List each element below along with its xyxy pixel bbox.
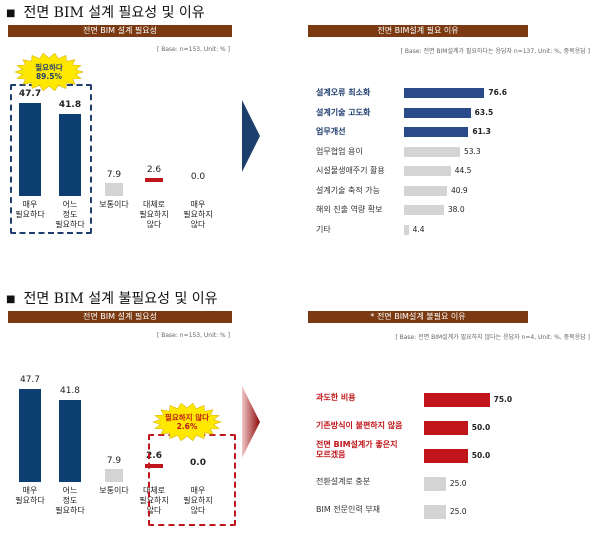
bullet-icon: ■: [6, 293, 16, 305]
vbar-category-label: 매우 필요하다: [15, 486, 45, 505]
hbar-1: [404, 107, 471, 118]
right-base-note: [ Base: 전면 BIM설계가 필요하다는 응답자 n=137, Unit:…: [400, 48, 590, 55]
hbar-value-label: 63.5: [474, 107, 494, 117]
hbar-category-label: 기타: [316, 224, 331, 234]
vbar-category-label: 매우 필요하지 않다: [183, 486, 213, 515]
hbar-category-label: 과도한 비용: [316, 393, 356, 402]
vbar-value-label: 0.0: [190, 458, 206, 468]
hbar-value-label: 4.4: [412, 224, 425, 234]
hbar-3: [424, 477, 446, 491]
hbar-4: [424, 505, 446, 519]
vbar-2: [105, 469, 123, 482]
hbar-value-label: 38.0: [447, 205, 465, 214]
vbar-value-label: 2.6: [146, 165, 162, 175]
hbar-value-label: 53.3: [463, 146, 481, 156]
hbar-2: [424, 449, 468, 463]
hbar-category-label: 전환설계로 충분: [316, 477, 371, 486]
right-base-note: [ Base: 전면 BIM설계가 필요하지 않다는 응답자 n=4, Unit…: [395, 334, 590, 341]
hbar-value-label: 75.0: [493, 395, 513, 404]
highlight-dashed-box: [148, 434, 236, 526]
section-title: ■ 전면 BIM 설계 불필요성 및 이유: [6, 288, 218, 308]
vbar-value-label: 7.9: [106, 170, 122, 180]
left-banner: 전면 BIM 설계 필요성: [8, 311, 232, 323]
right-banner: * 전면 BIM설계 불필요 이유: [308, 311, 528, 323]
vbar-value-label: 7.9: [106, 456, 122, 466]
section-title-text: 전면 BIM 설계 불필요성 및 이유: [23, 291, 218, 307]
highlight-dashed-box: [10, 84, 92, 234]
section-title: ■ 전면 BIM 설계 필요성 및 이유: [6, 2, 205, 22]
hbar-category-label: BIM 전문인력 부재: [316, 505, 380, 514]
hbar-7: [404, 224, 409, 235]
vbar-0: [19, 102, 41, 196]
hbar-category-label: 설계기술 고도화: [316, 107, 371, 117]
hbar-value-label: 44.5: [454, 166, 472, 175]
vbar-category-label: 어느 정도 필요하다: [55, 200, 85, 229]
vbar-category-label: 어느 정도 필요하다: [55, 486, 85, 515]
hbar-category-label: 시설물생애주기 활용: [316, 166, 385, 175]
hbar-6: [404, 205, 444, 215]
vbar-0: [19, 388, 41, 482]
starburst-shape: [14, 52, 84, 92]
hbar-value-label: 76.6: [488, 88, 507, 97]
starburst-shape: [152, 402, 222, 442]
callout-text: 필요하지 않다 2.6%: [164, 413, 209, 431]
hbar-category-label: 업무개선: [316, 127, 346, 136]
vbar-2: [105, 183, 123, 196]
right-arrow-icon: [242, 100, 260, 172]
hbar-category-label: 업무협업 용이: [316, 146, 363, 156]
hbar-2: [404, 127, 469, 137]
hbar-value-label: 50.0: [471, 451, 491, 460]
hbar-5: [404, 185, 447, 196]
callout-text: 필요하다 89.5%: [35, 63, 63, 81]
vbar-value-label: 41.8: [58, 100, 82, 111]
hbar-category-label: 해외 진출 역량 확보: [316, 205, 383, 214]
vbar-3: [145, 464, 163, 468]
hbar-category-label: 전면 BIM설계가 좋은지 모르겠음: [316, 440, 398, 459]
section-title-text: 전면 BIM 설계 필요성 및 이유: [23, 5, 205, 21]
hbar-value-label: 25.0: [449, 479, 467, 488]
vbar-value-label: 0.0: [190, 172, 206, 182]
callout-starburst: 필요하다 89.5%: [14, 52, 84, 92]
hbar-3: [404, 146, 460, 157]
vbar-category-label: 매우 필요하다: [15, 200, 45, 219]
vbar-1: [59, 114, 81, 196]
bullet-icon: ■: [6, 7, 16, 19]
vbar-category-label: 보통이다: [99, 486, 129, 495]
vbar-value-label: 47.7: [18, 88, 42, 99]
hbar-4: [404, 166, 451, 176]
vbar-1: [59, 400, 81, 482]
vbar-value-label: 41.8: [59, 386, 81, 397]
vbar-category-label: 매우 필요하지 않다: [183, 200, 213, 229]
left-banner: 전면 BIM 설계 필요성: [8, 25, 232, 37]
vbar-category-label: 대체로 필요하지 않다: [139, 486, 169, 515]
callout-starburst: 필요하지 않다 2.6%: [152, 402, 222, 442]
hbar-category-label: 기존방식이 불편하지 않음: [316, 421, 403, 430]
right-banner: 전면 BIM설계 필요 이유: [308, 25, 528, 37]
hbar-category-label: 설계오류 최소화: [316, 88, 371, 97]
hbar-value-label: 50.0: [471, 423, 491, 432]
hbar-value-label: 61.3: [472, 127, 491, 136]
hbar-value-label: 25.0: [449, 507, 467, 516]
hbar-1: [424, 421, 468, 435]
hbar-value-label: 40.9: [450, 185, 468, 195]
vbar-3: [145, 178, 163, 182]
hbar-0: [424, 393, 490, 407]
vbar-category-label: 대체로 필요하지 않다: [139, 200, 169, 229]
left-base-note: [ Base: n=153, Unit: % ]: [157, 46, 230, 53]
vbar-value-label: 2.6: [146, 451, 162, 461]
left-base-note: [ Base: n=153, Unit: % ]: [157, 332, 230, 339]
hbar-category-label: 설계기술 축적 가능: [316, 185, 380, 195]
hbar-0: [404, 88, 485, 98]
right-arrow-icon: [242, 386, 260, 458]
vbar-value-label: 47.7: [19, 374, 41, 385]
vbar-category-label: 보통이다: [99, 200, 129, 209]
